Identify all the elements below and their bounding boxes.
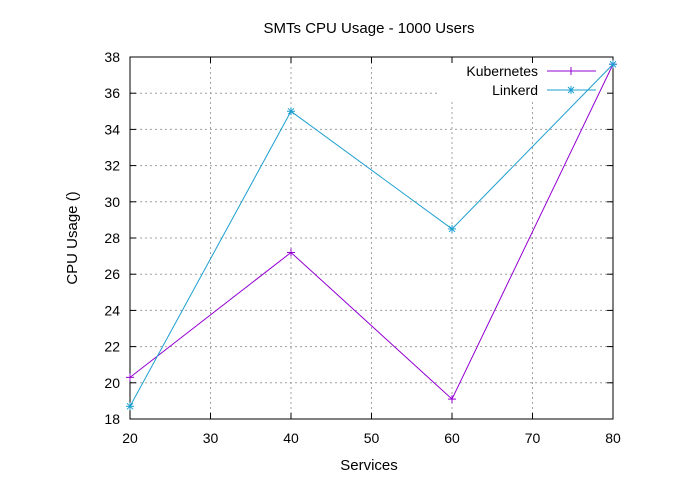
y-tick-label: 28 [104, 230, 120, 246]
y-tick-label: 24 [104, 302, 120, 318]
y-tick-label: 26 [104, 266, 120, 282]
data-point [287, 107, 295, 116]
y-tick-label: 18 [104, 411, 120, 427]
y-tick-label: 36 [104, 85, 120, 101]
y-tick-label: 34 [104, 121, 120, 137]
x-tick-label: 70 [525, 430, 541, 446]
x-tick-label: 50 [364, 430, 380, 446]
x-tick-label: 30 [203, 430, 219, 446]
legend-marker [567, 67, 575, 75]
x-tick-label: 80 [605, 430, 621, 446]
x-tick-label: 60 [444, 430, 460, 446]
data-point [126, 373, 134, 382]
x-axis-title: Services [340, 457, 398, 474]
data-point [448, 395, 456, 404]
legend-marker [567, 86, 575, 94]
series-linkerd [126, 60, 617, 411]
y-tick-label: 22 [104, 339, 120, 355]
legend-label: Kubernetes [466, 63, 538, 79]
grid [130, 57, 613, 419]
legend: Kubernetes Linkerd [466, 63, 596, 98]
series-line [129, 64, 614, 400]
legend-label: Linkerd [492, 82, 538, 98]
y-axis-title: CPU Usage () [64, 191, 81, 284]
y-tick-label: 32 [104, 158, 120, 174]
series-kubernetes [126, 60, 617, 404]
data-point [448, 224, 456, 233]
series-line [129, 63, 614, 407]
chart-title: SMTs CPU Usage - 1000 Users [264, 20, 475, 37]
data-point [287, 248, 295, 257]
data-point [126, 402, 134, 411]
x-tick-label: 20 [122, 430, 138, 446]
x-tick-label: 40 [283, 430, 299, 446]
series-layer [126, 60, 617, 411]
y-tick-label: 38 [104, 49, 120, 65]
y-tick-label: 30 [104, 194, 120, 210]
y-tick-label: 20 [104, 375, 120, 391]
data-point [609, 60, 617, 69]
